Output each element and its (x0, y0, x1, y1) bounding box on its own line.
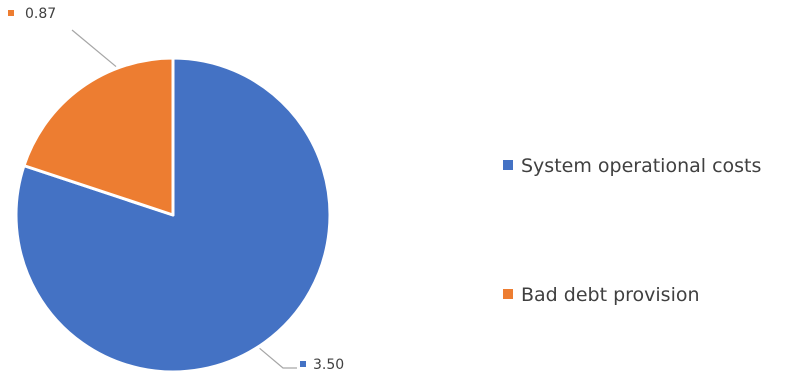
data-label-marker-system-operational-costs (300, 361, 306, 367)
legend-swatch-system-operational-costs (503, 160, 513, 170)
pie-slices (14, 56, 332, 374)
legend-label-bad-debt-provision: Bad debt provision (521, 284, 700, 306)
legend-label-system-operational-costs: System operational costs (521, 155, 761, 177)
legend-swatch-bad-debt-provision (503, 289, 513, 299)
data-label-marker-bad-debt-provision (8, 10, 14, 16)
pie-slice-bad-debt-provision (22, 56, 175, 217)
pie-slice-system-operational-costs (14, 56, 332, 374)
leader-lines (71, 29, 297, 369)
leader-line-bad-debt-provision (71, 29, 117, 68)
leader-line-system-operational-costs (259, 347, 297, 369)
data-labels: 3.50 0.87 (8, 6, 344, 373)
data-label-bad-debt-provision: 0.87 (25, 6, 56, 22)
data-label-system-operational-costs: 3.50 (313, 357, 344, 373)
legend: System operational costs Bad debt provisi… (503, 155, 761, 306)
